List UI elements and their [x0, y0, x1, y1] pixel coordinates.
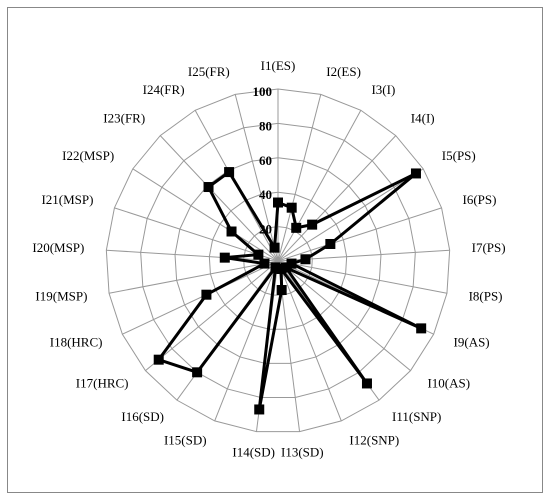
data-marker	[416, 323, 427, 334]
spoke	[277, 207, 442, 262]
chart-frame	[7, 7, 543, 493]
category-label: I9(AS)	[454, 335, 490, 350]
spoke	[277, 260, 342, 422]
data-marker	[307, 219, 318, 230]
data-marker	[219, 252, 230, 263]
data-marker	[253, 249, 264, 260]
tick-label: 80	[259, 118, 272, 133]
category-label: I22(MSP)	[62, 148, 114, 163]
category-label: I6(PS)	[463, 192, 497, 207]
category-label: I16(SD)	[121, 409, 164, 424]
category-label: I4(I)	[411, 111, 435, 126]
spoke	[159, 135, 279, 262]
category-label: I13(SD)	[281, 444, 324, 459]
category-label: I19(MSP)	[35, 288, 87, 303]
data-marker	[224, 167, 235, 178]
category-label: I1(ES)	[261, 58, 296, 73]
category-label: I5(PS)	[442, 148, 476, 163]
spoke	[214, 260, 279, 422]
grid-ring	[105, 88, 451, 433]
data-marker	[153, 354, 164, 365]
grid-ring	[208, 191, 348, 330]
data-marker	[201, 289, 212, 300]
tick-label: 40	[259, 187, 272, 202]
grid-ring	[243, 226, 313, 296]
data-marker	[276, 285, 287, 296]
spoke	[234, 94, 279, 262]
data-marker	[276, 263, 287, 274]
category-label: I11(SNP)	[392, 409, 441, 424]
category-label: I14(SD)	[232, 444, 275, 459]
data-marker	[203, 182, 214, 193]
category-label: I18(HRC)	[50, 335, 103, 350]
data-marker	[192, 367, 203, 378]
category-label: I21(MSP)	[41, 192, 93, 207]
spoke	[277, 110, 362, 262]
spoke	[277, 260, 411, 372]
tick-label: 60	[259, 153, 272, 168]
spoke	[114, 207, 279, 262]
data-marker	[254, 404, 265, 415]
data-marker	[300, 254, 311, 265]
data-marker	[273, 197, 283, 208]
spoke	[277, 135, 397, 262]
grid-ring	[174, 157, 382, 364]
category-label: I23(FR)	[103, 111, 145, 126]
spoke	[122, 260, 279, 335]
data-marker	[325, 238, 336, 249]
data-marker	[286, 202, 297, 213]
spoke	[132, 168, 279, 262]
data-marker	[410, 168, 421, 179]
category-label: I12(SNP)	[349, 432, 399, 447]
category-label: I25(FR)	[188, 64, 230, 79]
tick-label: 100	[253, 84, 273, 99]
spoke	[108, 260, 279, 294]
spoke	[145, 260, 279, 372]
category-label: I7(PS)	[472, 240, 506, 255]
category-label: I15(SD)	[164, 432, 207, 447]
category-label: I24(FR)	[143, 82, 185, 97]
category-label: I2(ES)	[326, 64, 361, 79]
spoke	[106, 249, 279, 262]
category-label: I17(HRC)	[76, 376, 129, 391]
data-marker	[361, 378, 372, 389]
category-label: I10(AS)	[427, 376, 470, 391]
grid-ring	[140, 122, 416, 399]
spoke	[277, 260, 448, 294]
data-marker	[226, 226, 237, 237]
category-label: I20(MSP)	[32, 240, 84, 255]
category-label: I8(PS)	[469, 288, 503, 303]
spoke	[277, 94, 322, 262]
data-marker	[291, 222, 302, 233]
spoke	[277, 168, 424, 262]
data-marker	[286, 258, 297, 269]
data-marker	[270, 262, 281, 273]
data-marker	[259, 258, 270, 269]
data-marker	[269, 242, 280, 253]
category-label: I3(I)	[371, 82, 395, 97]
